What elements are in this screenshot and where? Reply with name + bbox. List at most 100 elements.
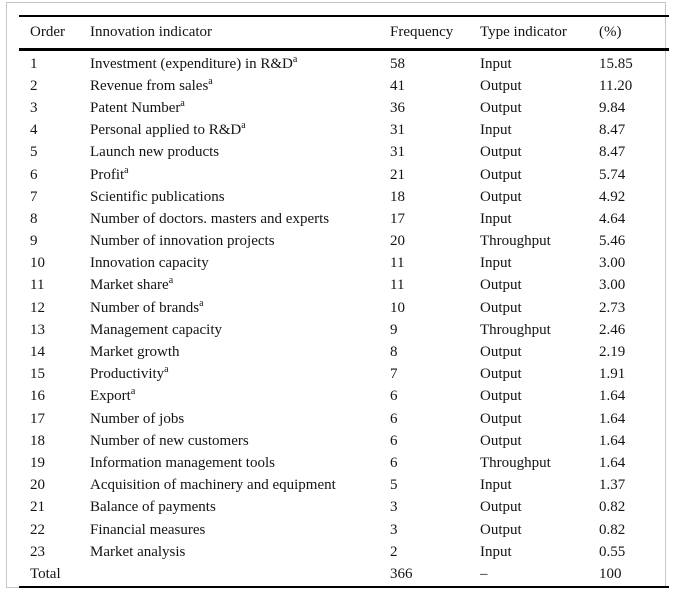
frequency-cell: 5 bbox=[390, 477, 398, 494]
order-cell: 12 bbox=[30, 299, 45, 316]
indicator-cell: Investment (expenditure) in R&Da bbox=[90, 53, 298, 72]
type-cell: Output bbox=[480, 188, 522, 205]
indicator-cell: Number of jobs bbox=[90, 410, 185, 427]
indicator-cell: Market sharea bbox=[90, 275, 174, 294]
table-row: 4 Personal applied to R&Da 31 Input 8.47 bbox=[19, 120, 669, 142]
pct-cell: 15.85 bbox=[599, 55, 633, 72]
pct-cell: 4.64 bbox=[599, 210, 626, 227]
table-row: 20 Acquisition of machinery and equipment… bbox=[19, 475, 669, 497]
order-cell: 13 bbox=[30, 321, 45, 338]
pct-cell: 1.64 bbox=[599, 432, 626, 449]
table-row: 2 Revenue from salesa 41 Output 11.20 bbox=[19, 75, 669, 97]
frequency-cell: 11 bbox=[390, 255, 405, 272]
indicator-cell: Launch new products bbox=[90, 144, 220, 161]
type-cell: Output bbox=[480, 144, 522, 161]
order-cell: 17 bbox=[30, 410, 45, 427]
type-cell: Output bbox=[480, 499, 522, 516]
table-row: 19 Information management tools 6 Throughpu… bbox=[19, 452, 669, 474]
indicator-cell: Number of innovation projects bbox=[90, 233, 275, 250]
order-cell: 22 bbox=[30, 521, 45, 538]
order-cell: 23 bbox=[30, 543, 45, 560]
order-cell: 18 bbox=[30, 432, 45, 449]
type-cell: Output bbox=[480, 432, 522, 449]
indicator-cell: Scientific publications bbox=[90, 188, 225, 205]
type-cell: Output bbox=[480, 77, 522, 94]
indicator-cell: Revenue from salesa bbox=[90, 75, 213, 94]
order-cell: 11 bbox=[30, 277, 45, 294]
indicator-cell bbox=[90, 563, 390, 586]
indicator-cell: Innovation capacity bbox=[90, 255, 209, 272]
frequency-cell: 6 bbox=[390, 410, 398, 427]
indicator-cell: Financial measures bbox=[90, 521, 206, 538]
table-body: 1 Investment (expenditure) in R&Da 58 Input… bbox=[19, 50, 669, 587]
column-header-frequency: Frequency bbox=[390, 16, 480, 51]
order-cell: 2 bbox=[30, 77, 38, 94]
table-row: 15 Productivitya 7 Output 1.91 bbox=[19, 364, 669, 386]
pct-cell: 11.20 bbox=[599, 77, 633, 94]
type-cell: Output bbox=[480, 99, 522, 116]
order-cell: 16 bbox=[30, 388, 45, 405]
pct-cell: 5.74 bbox=[599, 166, 626, 183]
column-header-percent: (%) bbox=[599, 16, 669, 51]
frequency-cell: 20 bbox=[390, 233, 405, 250]
column-header-order: Order bbox=[19, 16, 90, 51]
order-cell: 7 bbox=[30, 188, 38, 205]
table-row: Total 366 – 100 bbox=[19, 563, 669, 586]
order-cell: 1 bbox=[30, 55, 38, 72]
pct-cell: 2.73 bbox=[599, 299, 626, 316]
frequency-cell: 6 bbox=[390, 432, 398, 449]
type-cell: Output bbox=[480, 299, 522, 316]
type-cell: Input bbox=[480, 122, 512, 139]
table-row: 1 Investment (expenditure) in R&Da 58 Input… bbox=[19, 50, 669, 76]
table-row: 8 Number of doctors. masters and experts 1… bbox=[19, 208, 669, 230]
indicator-cell: Number of new customers bbox=[90, 432, 249, 449]
indicator-cell: Acquisition of machinery and equipment bbox=[90, 477, 336, 494]
footnote-marker: a bbox=[130, 386, 136, 398]
order-cell: 3 bbox=[30, 99, 38, 116]
table-row: 7 Scientific publications 18 Output 4.92 bbox=[19, 186, 669, 208]
frequency-cell: 21 bbox=[390, 166, 405, 183]
frequency-cell: 366 bbox=[390, 565, 413, 582]
table-row: 13 Management capacity 9 Throughput 2.46 bbox=[19, 319, 669, 341]
indicator-cell: Personal applied to R&Da bbox=[90, 120, 246, 139]
order-cell: 4 bbox=[30, 122, 38, 139]
type-cell: Throughput bbox=[480, 321, 551, 338]
pct-cell: 8.47 bbox=[599, 144, 626, 161]
table-row: 9 Number of innovation projects 20 Throughp… bbox=[19, 231, 669, 253]
indicator-cell: Productivitya bbox=[90, 364, 169, 383]
type-cell: Output bbox=[480, 166, 522, 183]
frequency-cell: 58 bbox=[390, 55, 405, 72]
type-cell: Throughput bbox=[480, 454, 551, 471]
frequency-cell: 18 bbox=[390, 188, 405, 205]
order-cell: 5 bbox=[30, 144, 38, 161]
order-cell: 10 bbox=[30, 255, 45, 272]
footnote-marker: a bbox=[199, 297, 204, 309]
type-cell: Output bbox=[480, 388, 522, 405]
type-cell: Input bbox=[480, 55, 512, 72]
pct-cell: 5.46 bbox=[599, 233, 626, 250]
table-row: 10 Innovation capacity 11 Input 3.00 bbox=[19, 253, 669, 275]
footnote-marker: a bbox=[164, 364, 169, 376]
pct-cell: 1.37 bbox=[599, 477, 626, 494]
footnote-marker: a bbox=[180, 97, 185, 109]
table-row: 18 Number of new customers 6 Output 1.64 bbox=[19, 430, 669, 452]
frequency-cell: 3 bbox=[390, 521, 398, 538]
frequency-cell: 7 bbox=[390, 366, 398, 383]
indicator-cell: Market analysis bbox=[90, 543, 186, 560]
frequency-cell: 11 bbox=[390, 277, 405, 294]
frequency-cell: 10 bbox=[390, 299, 405, 316]
pct-cell: 1.64 bbox=[599, 410, 626, 427]
pct-cell: 100 bbox=[599, 565, 622, 582]
frequency-cell: 3 bbox=[390, 499, 398, 516]
type-cell: Output bbox=[480, 521, 522, 538]
order-cell: 21 bbox=[30, 499, 45, 516]
pct-cell: 9.84 bbox=[599, 99, 626, 116]
frequency-cell: 31 bbox=[390, 122, 405, 139]
pct-cell: 8.47 bbox=[599, 122, 626, 139]
frequency-cell: 8 bbox=[390, 344, 398, 361]
frequency-cell: 2 bbox=[390, 543, 398, 560]
indicator-cell: Information management tools bbox=[90, 454, 275, 471]
table-row: 5 Launch new products 31 Output 8.47 bbox=[19, 142, 669, 164]
order-cell: 20 bbox=[30, 477, 45, 494]
table-row: 11 Market sharea 11 Output 3.00 bbox=[19, 275, 669, 297]
